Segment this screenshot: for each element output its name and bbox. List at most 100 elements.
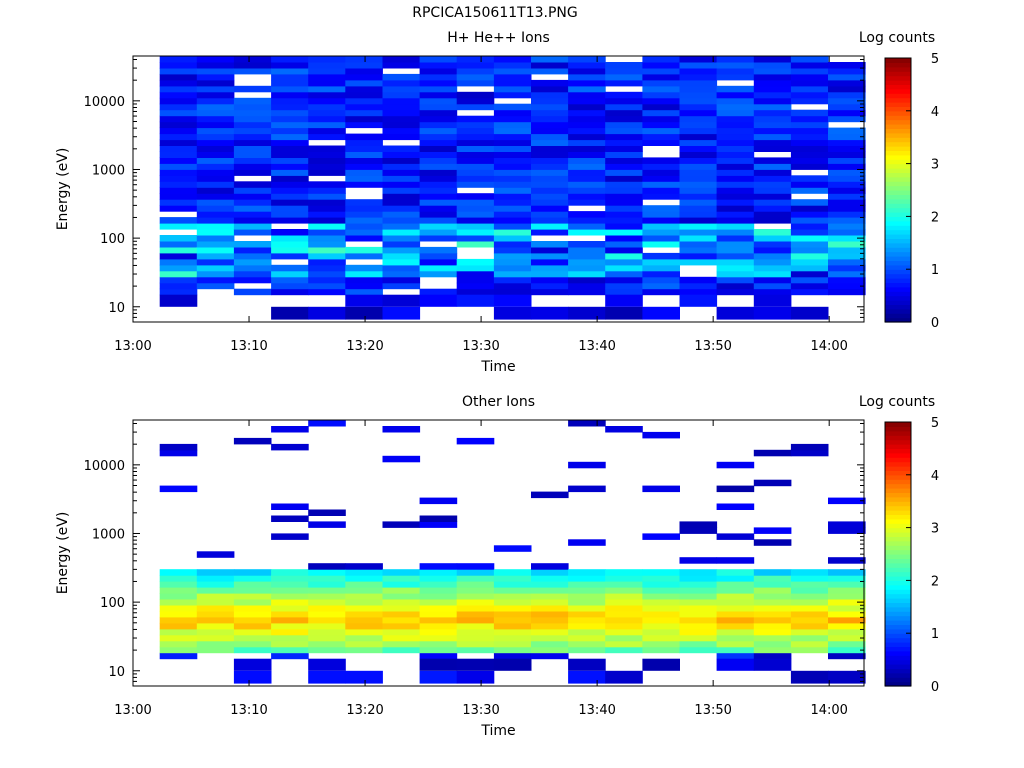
heatmap-cell — [716, 276, 755, 284]
heatmap-cell — [605, 670, 643, 684]
heatmap-cell — [790, 187, 829, 194]
heatmap-cell — [531, 640, 569, 648]
colorbar-step — [885, 514, 911, 520]
colorbar-step — [885, 225, 911, 231]
heatmap-cell — [716, 85, 755, 93]
heatmap-cell — [419, 187, 458, 194]
heatmap-cell — [345, 163, 383, 170]
heatmap-cell — [345, 646, 383, 654]
heatmap-cell — [828, 139, 866, 146]
panel-title: H+ He++ Ions — [447, 30, 550, 46]
heatmap-cell — [531, 127, 569, 135]
heatmap-cell — [531, 252, 569, 260]
heatmap-cell — [568, 646, 606, 654]
heatmap-cell — [828, 246, 866, 254]
colorbar-step — [885, 523, 911, 529]
heatmap-cell — [716, 235, 755, 242]
heatmap-cell — [753, 246, 792, 254]
heatmap-cell — [642, 163, 680, 170]
heatmap-cell — [308, 241, 346, 248]
heatmap-cell — [716, 640, 755, 648]
heatmap-cell — [196, 610, 235, 618]
colorbar-title: Log counts — [859, 30, 935, 46]
heatmap-cell — [753, 97, 792, 105]
heatmap-cell — [790, 670, 829, 684]
heatmap-cell — [456, 610, 495, 618]
heatmap-cell — [196, 640, 235, 648]
heatmap-cell — [716, 264, 755, 272]
heatmap-cell — [271, 56, 309, 63]
heatmap-cell — [456, 646, 495, 654]
colorbar-step — [885, 137, 911, 143]
heatmap-cell — [605, 169, 643, 176]
heatmap-cell — [419, 109, 458, 117]
heatmap-cell — [531, 139, 569, 146]
heatmap-cell — [790, 276, 829, 284]
heatmap-cell — [679, 115, 718, 123]
colorbar-step — [885, 308, 911, 314]
heatmap-cell — [642, 73, 680, 81]
heatmap-cell — [716, 306, 755, 320]
heatmap-cell — [196, 229, 235, 236]
heatmap-cell — [196, 634, 235, 642]
heatmap-cell — [159, 97, 198, 105]
heatmap-cell — [419, 205, 458, 212]
heatmap-cell — [642, 599, 680, 606]
heatmap-cell — [716, 628, 755, 636]
heatmap-cell — [271, 91, 309, 99]
colorbar-step — [885, 664, 911, 669]
heatmap-cell — [493, 235, 532, 242]
heatmap-cell — [642, 103, 680, 111]
heatmap-cell — [419, 127, 458, 135]
heatmap-cell — [531, 270, 569, 278]
heatmap-cell — [159, 79, 198, 87]
heatmap-cell — [233, 264, 272, 272]
heatmap-cell — [568, 97, 606, 105]
heatmap-cell — [716, 658, 755, 671]
x-tick-label: 13:00 — [114, 339, 151, 354]
heatmap-cell — [271, 103, 309, 111]
heatmap-cell — [828, 151, 866, 158]
heatmap-cell — [679, 79, 718, 87]
heatmap-cell — [790, 139, 829, 146]
heatmap-cell — [196, 187, 235, 194]
heatmap-cell — [753, 288, 792, 296]
heatmap-cell — [271, 187, 309, 194]
heatmap-cell — [159, 187, 198, 194]
heatmap-cell — [308, 211, 346, 218]
heatmap-cell — [642, 485, 680, 493]
heatmap-cell — [605, 97, 643, 105]
heatmap-cell — [308, 103, 346, 111]
heatmap-cell — [456, 97, 495, 105]
heatmap-cell — [493, 121, 532, 129]
heatmap-cell — [271, 443, 309, 451]
heatmap-cell — [828, 521, 866, 528]
heatmap-cell — [345, 605, 383, 612]
colorbar-step — [885, 256, 911, 261]
heatmap-cell — [531, 103, 569, 111]
heatmap-cell — [345, 270, 383, 278]
heatmap-cell — [345, 169, 383, 176]
heatmap-cell — [790, 628, 829, 636]
heatmap-cell — [790, 610, 829, 618]
heatmap-cell — [308, 217, 346, 224]
heatmap-cell — [493, 575, 532, 582]
heatmap-cell — [790, 575, 829, 582]
colorbar-step — [885, 624, 911, 630]
colorbar-step — [885, 216, 911, 222]
colorbar-step — [885, 466, 911, 471]
heatmap-cell — [271, 121, 309, 129]
heatmap-cell — [828, 91, 866, 99]
heatmap-cell — [456, 235, 495, 242]
heatmap-cell — [716, 634, 755, 642]
heatmap-cell — [233, 605, 272, 612]
heatmap-cell — [271, 533, 309, 540]
heatmap-cell — [568, 133, 606, 141]
heatmap-cell — [493, 276, 532, 284]
heatmap-cell — [493, 294, 532, 307]
heatmap-cell — [159, 62, 198, 69]
colorbar-tick-label: 1 — [931, 627, 939, 642]
heatmap-cell — [382, 634, 421, 642]
heatmap-cell — [605, 569, 643, 576]
heatmap-cell — [568, 223, 606, 230]
